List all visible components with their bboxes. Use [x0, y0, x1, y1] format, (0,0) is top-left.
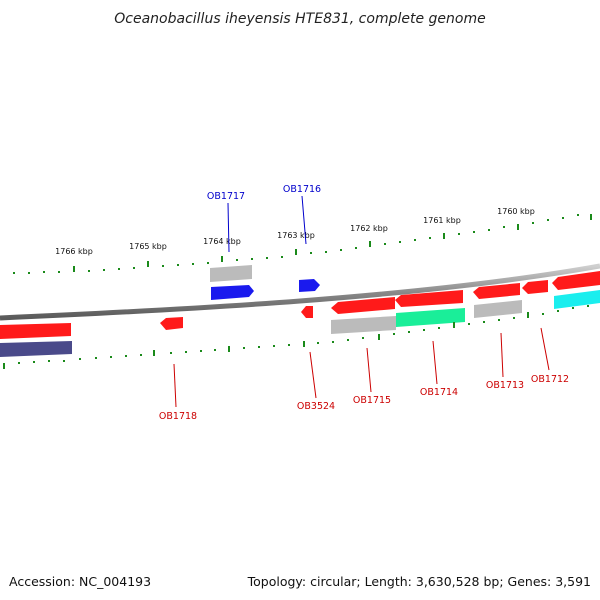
kbp-labels: 1766 kbp 1765 kbp 1764 kbp 1763 kbp 1762… — [55, 207, 535, 256]
kbp-label: 1761 kbp — [423, 216, 461, 225]
gene-OB1717[interactable] — [211, 285, 254, 300]
gene-left-red[interactable] — [0, 323, 71, 339]
gene-left-navy[interactable] — [0, 341, 72, 357]
gene-OB1718[interactable] — [160, 317, 183, 330]
genome-backbone — [0, 263, 600, 321]
gene-OB1716[interactable] — [299, 279, 320, 292]
gene-OB1713-grey[interactable] — [474, 300, 522, 318]
gene-OB1712[interactable] — [522, 280, 548, 294]
label-leaders — [173, 195, 550, 408]
gene-labels: OB1717 OB1716 OB1718 OB3524 OB1715 OB171… — [159, 184, 569, 422]
kbp-label: 1765 kbp — [129, 242, 167, 251]
gene-label[interactable]: OB3524 — [297, 401, 335, 412]
gene-label[interactable]: OB1714 — [420, 387, 458, 398]
gene-OB1713[interactable] — [473, 283, 520, 299]
kbp-label: 1766 kbp — [55, 247, 93, 256]
map-title: Oceanobacillus iheyensis HTE831, complet… — [114, 11, 485, 27]
kbp-label: 1764 kbp — [203, 237, 241, 246]
gene-OB1715-grey[interactable] — [331, 316, 396, 334]
accession-text: Accession: NC_004193 — [9, 574, 151, 589]
gene-label[interactable]: OB1712 — [531, 374, 569, 385]
upper-genes — [210, 265, 320, 300]
gene-OB1715[interactable] — [331, 297, 395, 314]
lower-genes — [0, 271, 600, 357]
gene-right-cyan[interactable] — [554, 290, 600, 309]
gene-OB3524[interactable] — [301, 306, 313, 318]
gene-right-red[interactable] — [552, 271, 600, 290]
gene-label[interactable]: OB1713 — [486, 380, 524, 391]
kbp-label: 1760 kbp — [497, 207, 535, 216]
gene-label[interactable]: OB1718 — [159, 411, 197, 422]
genome-stats-text: Topology: circular; Length: 3,630,528 bp… — [247, 574, 591, 589]
gene-label[interactable]: OB1715 — [353, 395, 391, 406]
lower-tick-ring — [3, 305, 589, 369]
kbp-label: 1763 kbp — [277, 231, 315, 240]
gene-OB1714-green[interactable] — [396, 308, 465, 327]
gene-OB1717-grey[interactable] — [210, 265, 252, 282]
gene-label[interactable]: OB1716 — [283, 184, 321, 195]
kbp-label: 1762 kbp — [350, 224, 388, 233]
upper-tick-ring — [13, 214, 592, 274]
gene-label[interactable]: OB1717 — [207, 191, 245, 202]
gene-OB1714[interactable] — [395, 290, 463, 307]
